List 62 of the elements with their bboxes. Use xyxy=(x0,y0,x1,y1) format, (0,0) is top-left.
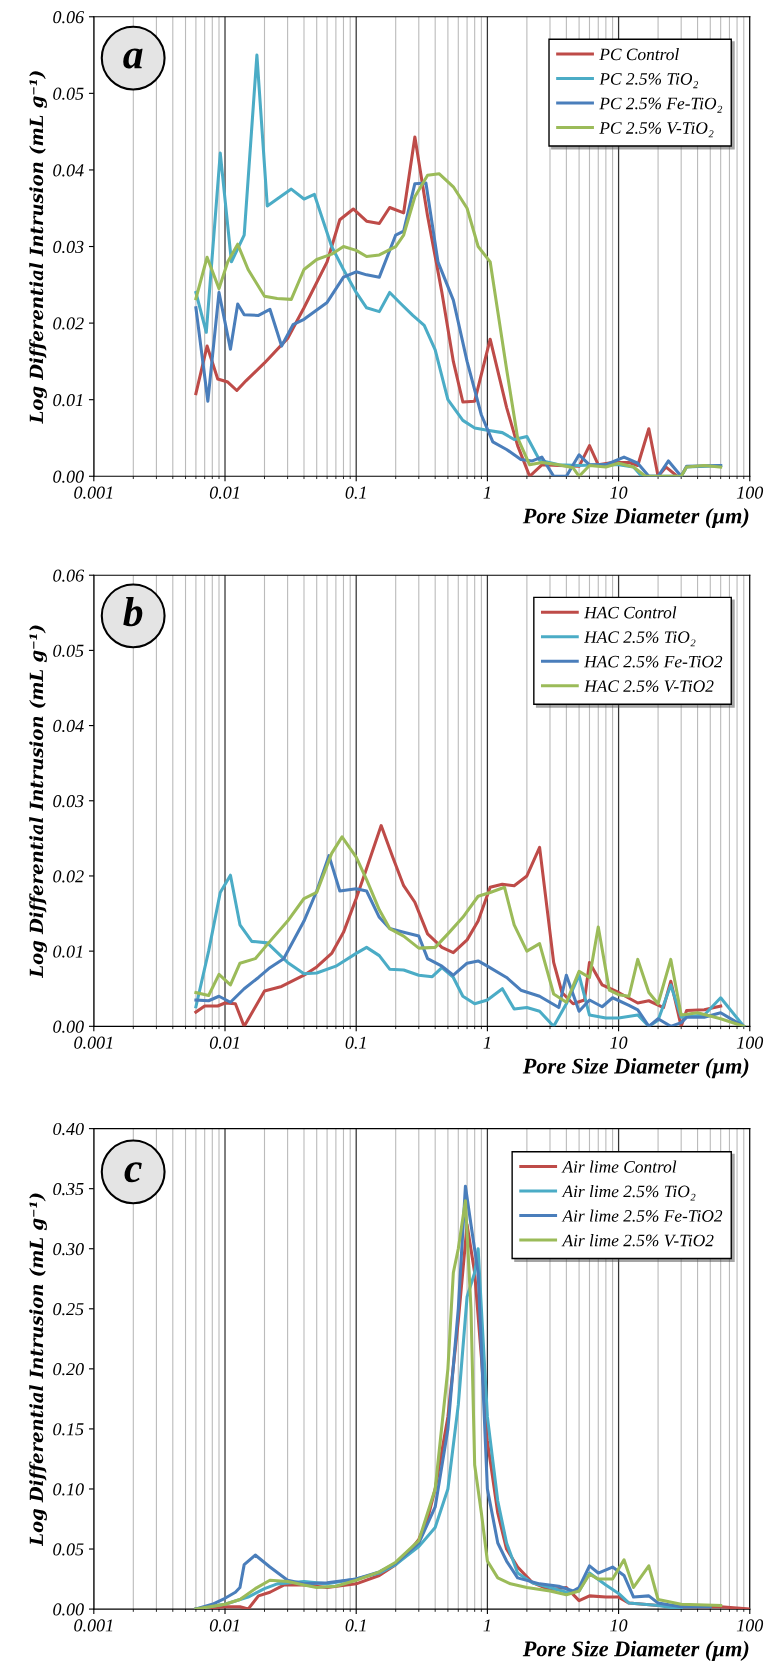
y-tick-label: 0.20 xyxy=(53,1363,84,1376)
y-tick-label: 0.00 xyxy=(53,1603,84,1616)
legend-label: PC 2.5% TiO₂ xyxy=(599,73,699,89)
x-tick-label: 10 xyxy=(610,1619,628,1632)
y-tick-label: 0.05 xyxy=(53,1543,84,1556)
x-tick-label: 0.001 xyxy=(74,1619,113,1632)
y-tick-label: 0.30 xyxy=(53,1242,84,1256)
y-axis-title: Log Differential Intrusion (mL g⁻¹) xyxy=(29,1193,47,1547)
legend-label: HAC 2.5% V-TiO2 xyxy=(583,680,714,693)
legend-label: Air lime 2.5% TiO₂ xyxy=(561,1185,696,1201)
y-tick-label: 0.01 xyxy=(53,945,83,958)
x-axis-title: Pore Size Diameter (µm) xyxy=(522,507,749,529)
x-tick-label: 0.01 xyxy=(209,1619,239,1632)
y-tick-label: 0.04 xyxy=(53,719,84,733)
legend-label: PC Control xyxy=(599,48,679,61)
y-tick-label: 0.02 xyxy=(53,317,84,330)
y-tick-label: 0.35 xyxy=(53,1182,84,1196)
x-tick-label: 0.01 xyxy=(209,486,239,499)
legend-label: Air lime 2.5% V-TiO2 xyxy=(561,1234,714,1247)
y-tick-label: 0.03 xyxy=(53,795,84,808)
x-axis-title: Pore Size Diameter (µm) xyxy=(522,1640,749,1661)
annotation: c xyxy=(124,1162,142,1183)
legend-label: Air lime Control xyxy=(561,1160,677,1173)
x-tick-label: 1 xyxy=(483,486,490,499)
legend-label: Air lime 2.5% Fe-TiO2 xyxy=(561,1209,723,1222)
legend-label: PC 2.5% Fe-TiO₂ xyxy=(599,97,723,113)
x-tick-label: 10 xyxy=(610,486,628,499)
y-tick-label: 0.03 xyxy=(53,240,84,254)
y-tick-label: 0.02 xyxy=(53,870,84,883)
y-tick-label: 0.00 xyxy=(53,1020,84,1033)
y-tick-label: 0.06 xyxy=(53,11,85,24)
x-tick-label: 1 xyxy=(483,1036,490,1049)
legend-label: HAC Control xyxy=(583,606,677,619)
y-axis-title: Log Differential Intrusion (mL g⁻¹) xyxy=(29,71,47,424)
x-tick-label: 100 xyxy=(736,1036,764,1049)
y-axis-title: Log Differential Intrusion (mL g⁻¹) xyxy=(29,625,47,978)
x-tick-label: 0.01 xyxy=(209,1036,239,1049)
y-tick-label: 0.10 xyxy=(53,1483,84,1496)
legend-label: PC 2.5% V-TiO₂ xyxy=(599,122,714,138)
x-tick-label: 1 xyxy=(483,1619,490,1632)
x-tick-label: 0.1 xyxy=(345,1036,366,1049)
x-tick-label: 100 xyxy=(736,486,764,499)
x-tick-label: 100 xyxy=(736,1619,764,1632)
legend-label: HAC 2.5% Fe-TiO2 xyxy=(583,655,723,668)
x-tick-label: 10 xyxy=(610,1036,628,1049)
annotation: a xyxy=(123,48,143,69)
y-tick-label: 0.01 xyxy=(53,393,83,407)
legend-label: HAC 2.5% TiO₂ xyxy=(583,631,696,647)
y-tick-label: 0.15 xyxy=(53,1423,84,1436)
x-axis-title: Pore Size Diameter (µm) xyxy=(522,1057,749,1079)
annotation: b xyxy=(123,596,143,627)
y-tick-label: 0.00 xyxy=(53,470,84,483)
y-tick-label: 0.05 xyxy=(53,87,84,100)
x-tick-label: 0.1 xyxy=(345,1619,366,1632)
x-tick-label: 0.001 xyxy=(74,1036,113,1049)
y-tick-label: 0.04 xyxy=(53,164,84,177)
x-tick-label: 0.1 xyxy=(345,486,366,499)
y-tick-label: 0.40 xyxy=(53,1122,84,1136)
y-tick-label: 0.05 xyxy=(53,644,84,657)
y-tick-label: 0.25 xyxy=(53,1303,84,1316)
x-tick-label: 0.001 xyxy=(74,486,113,499)
y-tick-label: 0.06 xyxy=(53,569,85,582)
